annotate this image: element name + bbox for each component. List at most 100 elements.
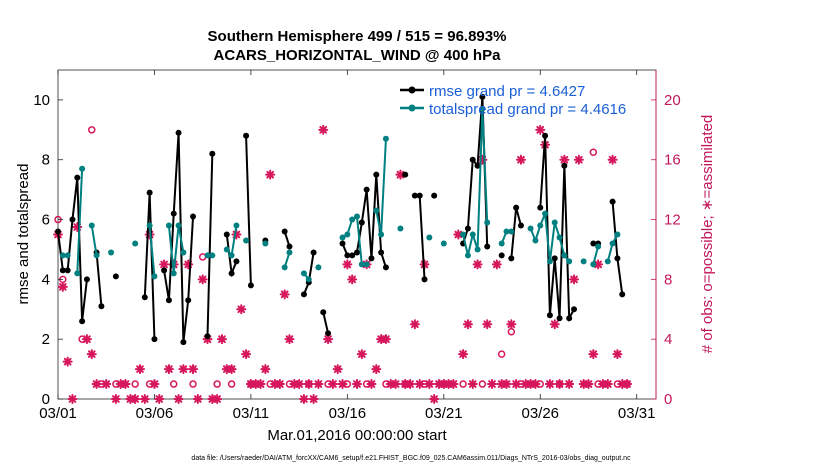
rmse-point bbox=[474, 162, 481, 169]
totalspread-point bbox=[542, 210, 549, 217]
totalspread-point bbox=[223, 246, 230, 253]
rmse-point bbox=[112, 273, 119, 280]
rmse-point bbox=[354, 249, 360, 256]
obs-assimilated-marker bbox=[352, 379, 362, 390]
rmse-point bbox=[180, 339, 187, 346]
obs-assimilated-marker bbox=[390, 379, 401, 390]
totalspread-point bbox=[426, 234, 433, 241]
rmse-point bbox=[69, 216, 76, 223]
y2-tick-label: 16 bbox=[664, 152, 681, 169]
obs-assimilated-marker bbox=[67, 394, 78, 404]
rmse-point bbox=[228, 270, 235, 277]
totalspread-point bbox=[595, 243, 602, 250]
rmse-point bbox=[98, 303, 105, 310]
obs-possible-marker bbox=[131, 380, 139, 388]
rmse-point bbox=[141, 294, 148, 301]
totalspread-point bbox=[315, 264, 322, 271]
totalspread-point bbox=[532, 237, 539, 244]
rmse-point bbox=[79, 318, 86, 325]
totalspread-point bbox=[344, 231, 351, 238]
totalspread-point bbox=[474, 246, 481, 253]
totalspread-point bbox=[479, 105, 486, 112]
rmse-point bbox=[464, 225, 471, 232]
totalspread-point bbox=[228, 252, 235, 259]
totalspread-point bbox=[551, 219, 558, 226]
totalspread-point bbox=[170, 270, 177, 277]
obs-assimilated-marker bbox=[544, 379, 555, 390]
rmse-point bbox=[551, 255, 558, 262]
y-tick-label: 6 bbox=[42, 212, 50, 229]
y2-tick-label: 0 bbox=[664, 391, 672, 408]
obs-assimilated-marker bbox=[86, 349, 97, 360]
obs-possible-marker bbox=[213, 380, 221, 388]
totalspread-point bbox=[286, 249, 293, 256]
rmse-point bbox=[571, 306, 578, 313]
obs-assimilated-marker bbox=[173, 394, 184, 404]
rmse-point bbox=[320, 309, 327, 316]
legend: rmse grand pr = 4.6427 totalspread grand… bbox=[400, 83, 626, 118]
rmse-point bbox=[378, 249, 385, 256]
totalspread-point bbox=[556, 234, 563, 241]
totalspread-point bbox=[64, 252, 71, 259]
obs-assimilated-marker bbox=[414, 379, 425, 390]
rmse-point bbox=[498, 252, 505, 259]
totalspread-point bbox=[146, 222, 153, 229]
totalspread-point bbox=[300, 270, 307, 277]
obs-assimilated-marker bbox=[101, 379, 112, 390]
rmse-point bbox=[339, 240, 346, 247]
rmse-point bbox=[175, 129, 182, 136]
x-tick-label: 03/06 bbox=[136, 405, 174, 422]
y-tick-label: 0 bbox=[42, 391, 50, 408]
obs-assimilated-marker bbox=[323, 334, 334, 345]
totalspread-point bbox=[108, 249, 115, 256]
obs-assimilated-marker bbox=[226, 364, 237, 375]
rmse-point bbox=[431, 192, 438, 199]
totalspread-point bbox=[580, 258, 587, 265]
chart-title-line1: Southern Hemisphere 499 / 515 = 96.893% bbox=[208, 28, 507, 45]
totalspread-point bbox=[373, 207, 380, 214]
totalspread-point bbox=[363, 261, 370, 268]
rmse-point bbox=[358, 219, 365, 226]
obs-assimilated-marker bbox=[564, 379, 575, 390]
series-lines bbox=[55, 93, 626, 346]
rmse-point bbox=[609, 198, 616, 205]
y-tick-label: 8 bbox=[42, 152, 50, 169]
rmse-point bbox=[223, 231, 230, 238]
obs-assimilated-marker bbox=[482, 319, 493, 330]
obs-assimilated-marker bbox=[279, 289, 290, 300]
rmse-point bbox=[286, 243, 293, 250]
obs-assimilated-marker bbox=[260, 364, 271, 375]
totalspread-point bbox=[132, 240, 139, 247]
y2-axis-label: # of obs: o=possible; ∗=assimilated bbox=[699, 115, 716, 354]
rmse-point bbox=[363, 186, 370, 193]
rmse-point bbox=[411, 192, 418, 199]
totalspread-point bbox=[233, 222, 240, 229]
obs-assimilated-marker bbox=[380, 334, 391, 345]
obs-assimilated-marker bbox=[429, 394, 440, 404]
x-tick-label: 03/16 bbox=[329, 405, 367, 422]
rmse-point bbox=[209, 150, 216, 157]
obs-assimilated-marker bbox=[255, 379, 266, 390]
obs-assimilated-marker bbox=[342, 259, 353, 270]
rmse-point bbox=[546, 312, 553, 319]
obs-assimilated-marker bbox=[588, 349, 599, 360]
totalspread-line-segment bbox=[462, 108, 489, 256]
totalspread-point bbox=[546, 258, 553, 265]
totalspread-point bbox=[460, 231, 467, 238]
legend-spread-marker bbox=[408, 104, 416, 112]
legend-rmse-label: rmse grand pr = 4.6427 bbox=[429, 83, 585, 100]
y2-tick-label: 4 bbox=[664, 331, 672, 348]
y2-tick-label: 20 bbox=[664, 92, 681, 109]
rmse-line-segment bbox=[95, 252, 103, 307]
obs-assimilated-marker bbox=[159, 259, 170, 270]
rmse-point bbox=[55, 228, 61, 235]
rmse-point bbox=[74, 174, 81, 181]
obs-assimilated-marker bbox=[491, 259, 502, 270]
rmse-point bbox=[247, 282, 254, 289]
obs-assimilated-marker bbox=[197, 274, 208, 285]
x-tick-label: 03/31 bbox=[618, 405, 656, 422]
obs-assimilated-marker bbox=[241, 349, 252, 360]
rmse-point bbox=[281, 228, 288, 235]
rmse-point bbox=[484, 243, 491, 250]
obs-possible-marker bbox=[589, 148, 598, 156]
